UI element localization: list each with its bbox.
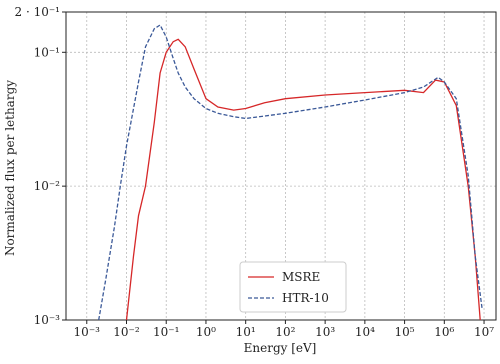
x-tick-label: 10⁴ xyxy=(355,325,375,339)
legend: MSRE HTR-10 xyxy=(239,261,347,313)
series-line xyxy=(98,24,483,321)
x-tick-label: 10³ xyxy=(315,325,335,339)
x-tick-label: 10⁵ xyxy=(395,325,415,339)
x-tick-label: 10⁰ xyxy=(196,325,216,339)
x-tick-label: 10⁻¹ xyxy=(153,325,179,339)
y-axis-label: Normalized flux per lethargy xyxy=(3,80,17,256)
x-axis-label: Energy [eV] xyxy=(244,341,317,355)
x-tick-label: 10² xyxy=(275,325,295,339)
series-line xyxy=(125,38,481,321)
legend-label: HTR-10 xyxy=(282,291,329,305)
y-tick-label: 10⁻² xyxy=(34,179,61,193)
x-tick-label: 10⁻² xyxy=(113,325,140,339)
x-tick-label: 10¹ xyxy=(236,325,256,339)
y-tick-label: 10⁻³ xyxy=(34,313,61,327)
plot-frame xyxy=(65,11,497,321)
legend-label: MSRE xyxy=(282,270,320,284)
x-tick-label: 10⁶ xyxy=(434,325,454,339)
legend-box xyxy=(239,261,347,313)
x-tick-label: 10⁻³ xyxy=(74,325,101,339)
x-tick-label: 10⁷ xyxy=(474,325,494,339)
y-tick-label: 10⁻¹ xyxy=(34,45,60,59)
y-tick-label: 2 · 10⁻¹ xyxy=(15,5,61,19)
